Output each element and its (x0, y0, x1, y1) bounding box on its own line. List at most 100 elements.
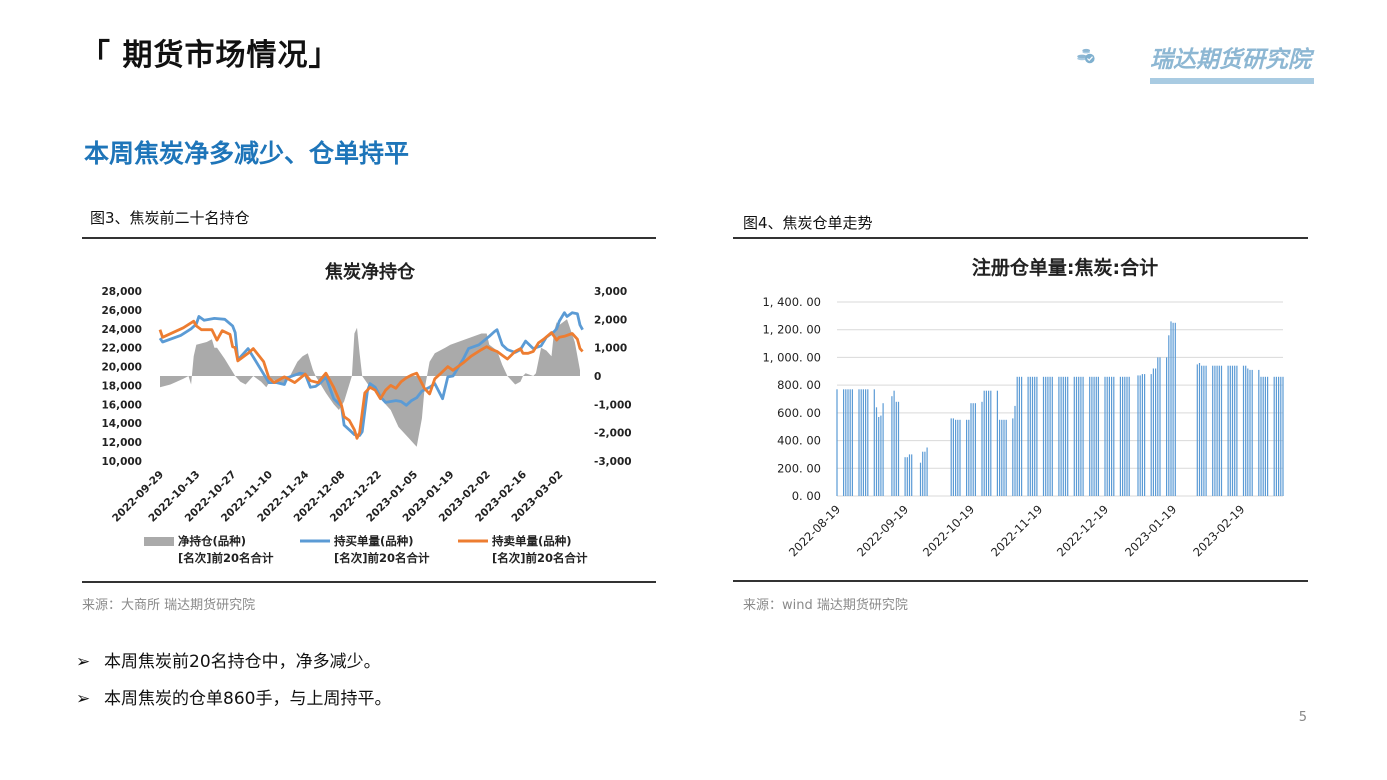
chart2-bar (836, 389, 838, 496)
chart2-bar (1078, 376, 1080, 496)
chart2-bar (970, 403, 972, 496)
chart2-bar (1258, 369, 1260, 496)
chart2-bar (1093, 376, 1095, 496)
chart2-bar (1172, 322, 1174, 496)
chart2-bar (1280, 376, 1282, 496)
figure3-top-rule (82, 237, 656, 239)
chart2-bar (895, 401, 897, 496)
chart2-bar (1251, 369, 1253, 496)
chart2-y-tick: 800. 00 (777, 378, 821, 392)
chart2-bar (1198, 363, 1201, 496)
chart2-bar (1104, 376, 1106, 496)
chart2-bar (1227, 365, 1229, 496)
chart2-bar (1018, 376, 1020, 496)
chart2-bar (849, 389, 851, 496)
logo-coins-icon (1077, 48, 1095, 64)
chart1-y-left-tick: 28,000 (101, 286, 142, 298)
chart1-y-right-tick: 1,000 (594, 343, 627, 355)
chart2-bar (906, 457, 908, 496)
chart2-bar (1203, 365, 1205, 496)
chart2-bar (867, 389, 869, 496)
chart2-bar (1014, 405, 1016, 496)
chart2-y-tick: 200. 00 (777, 461, 821, 475)
chart2-bar (1267, 376, 1269, 496)
chart2-bar (1031, 376, 1034, 496)
chart2-bar (1247, 368, 1249, 496)
chart2-y-tick: 1, 200. 00 (762, 323, 821, 337)
chart2-bar (1166, 357, 1168, 496)
chart2-bar (1119, 376, 1121, 496)
chart2-bar (1095, 376, 1097, 496)
chart2-bar (1091, 376, 1093, 496)
chart2-x-tick: 2022-12-19 (1054, 502, 1111, 559)
chart2-y-tick: 0. 00 (792, 489, 821, 503)
chart1-y-left-tick: 14,000 (101, 418, 142, 430)
chart2-bar (880, 415, 882, 496)
chart1-y-right-tick: -2,000 (594, 428, 632, 440)
chart2-bar (843, 389, 845, 496)
chart2-y-tick: 1, 000. 00 (762, 350, 821, 364)
chart2-bar (1062, 376, 1064, 496)
net-position-chart: 焦炭净持仓 28,000 26,000 24,000 22,000 20,000 18,00… (101, 261, 632, 565)
chart2-bar (845, 389, 847, 496)
chart2-bar (1108, 376, 1110, 496)
chart2-bar (957, 419, 959, 496)
chart2-bar (1275, 376, 1277, 496)
chart1-legend-swatch (144, 537, 174, 546)
chart2-bar (950, 418, 952, 496)
chart2-bar (1157, 357, 1159, 496)
chart2-bar (985, 390, 987, 496)
chart2-bar (1012, 418, 1014, 496)
chart2-bar (1174, 322, 1176, 496)
chart2-bar (919, 462, 922, 496)
chart2-x-tick: 2022-08-19 (786, 502, 843, 559)
chart2-bar (860, 389, 862, 496)
chart2-bar (873, 389, 875, 496)
chart2-bar (983, 390, 985, 496)
bullet-1-text: 本周焦炭前20名持仓中，净多减少。 (104, 652, 381, 672)
chart2-bar (1141, 374, 1143, 496)
chart2-bar (924, 451, 926, 496)
chart2-bar (1236, 365, 1238, 496)
arrow-bullet-icon: ➢ (76, 689, 91, 709)
chart2-bar (1111, 376, 1113, 496)
chart1-y-left-tick: 18,000 (101, 380, 142, 392)
chart2-bar (922, 451, 924, 496)
chart2-bar (1282, 376, 1284, 496)
chart2-bar (1042, 376, 1045, 496)
chart2-bar (1027, 376, 1029, 496)
chart2-y-tick: 400. 00 (777, 434, 821, 448)
chart2-bar (926, 447, 928, 496)
chart2-bar (1218, 365, 1220, 496)
chart2-bar (1249, 369, 1251, 496)
chart1-y-left-tick: 10,000 (101, 456, 142, 468)
chart2-bar (1122, 376, 1124, 496)
chart2-bar (959, 419, 961, 496)
chart2-bar (974, 403, 976, 496)
chart2-bar (862, 389, 864, 496)
chart2-bar (1036, 376, 1038, 496)
chart1-legend-label-line2: [名次]前20名合计 (178, 551, 274, 565)
figure4-bottom-rule (733, 580, 1308, 582)
chart2-bar (1137, 375, 1139, 496)
chart2-bar (1168, 335, 1170, 496)
chart2-bar (1047, 376, 1049, 496)
chart2-bar (882, 403, 884, 496)
chart2-x-tick: 2022-09-19 (854, 502, 911, 559)
chart1-y-left-tick: 20,000 (101, 362, 142, 374)
chart2-bar (968, 419, 970, 496)
chart2-bar (1245, 365, 1247, 496)
chart2-bar (1021, 376, 1023, 496)
arrow-bullet-icon: ➢ (76, 652, 91, 672)
chart2-bar (1049, 376, 1051, 496)
figure4-label: 图4、焦炭仓单走势 (743, 214, 873, 232)
chart2-bar (1003, 419, 1005, 496)
chart2-bar (1097, 376, 1099, 496)
chart2-bar (878, 417, 880, 496)
chart2-bar (851, 389, 853, 496)
chart2-bar (1231, 365, 1234, 496)
bullet-1: ➢ 本周焦炭前20名持仓中，净多减少。 (76, 647, 381, 672)
figure4-top-rule (733, 237, 1308, 239)
chart2-bar (1220, 365, 1223, 496)
chart1-legend-label-line2: [名次]前20名合计 (334, 551, 430, 565)
